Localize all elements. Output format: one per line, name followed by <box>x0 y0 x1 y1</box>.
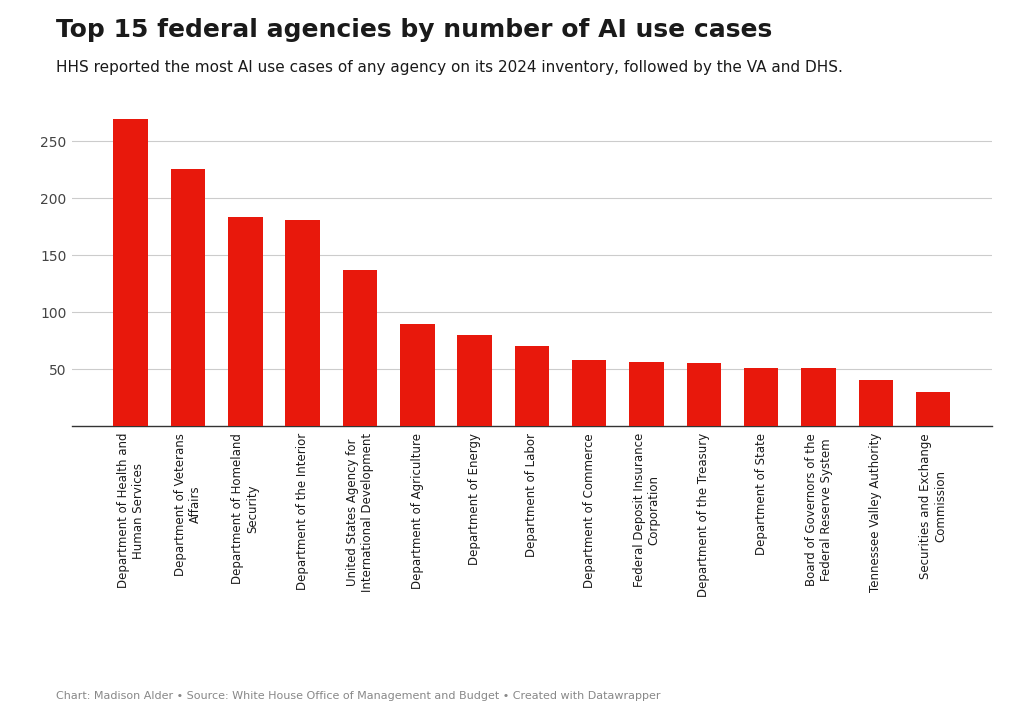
Bar <box>114 119 148 426</box>
Bar <box>171 169 206 426</box>
Text: Chart: Madison Alder • Source: White House Office of Management and Budget • Cre: Chart: Madison Alder • Source: White Hou… <box>56 692 661 701</box>
Bar <box>572 360 607 426</box>
Bar <box>343 270 377 426</box>
Bar <box>515 346 549 426</box>
Bar <box>629 362 664 426</box>
Bar <box>916 392 950 426</box>
Bar <box>686 364 721 426</box>
Bar <box>858 381 893 426</box>
Text: HHS reported the most AI use cases of any agency on its 2024 inventory, followed: HHS reported the most AI use cases of an… <box>56 60 843 75</box>
Bar <box>801 368 836 426</box>
Bar <box>228 217 263 426</box>
Bar <box>400 324 435 426</box>
Bar <box>457 335 492 426</box>
Text: Top 15 federal agencies by number of AI use cases: Top 15 federal agencies by number of AI … <box>56 18 772 42</box>
Bar <box>285 220 320 426</box>
Bar <box>744 368 779 426</box>
